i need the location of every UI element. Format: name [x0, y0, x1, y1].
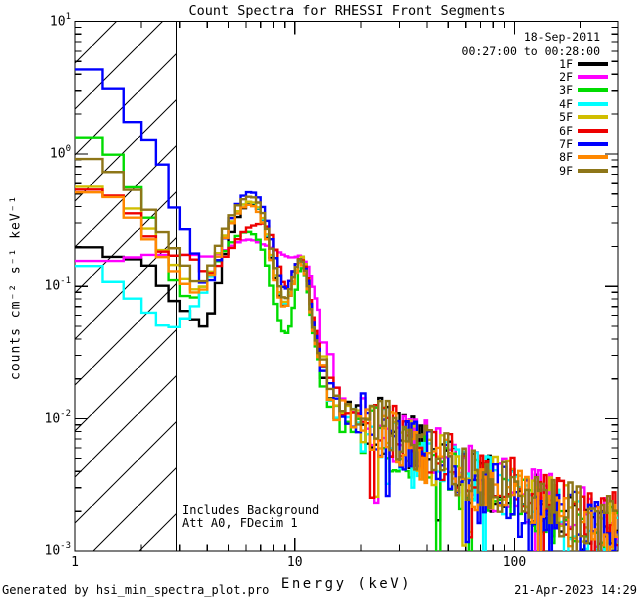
legend-label: 7F: [559, 137, 573, 152]
legend-label: 6F: [559, 123, 573, 138]
legend-datetime: 18-Sep-2011 00:27:00 to 00:28:00: [461, 30, 600, 58]
legend-label: 3F: [559, 83, 573, 98]
legend-label: 4F: [559, 96, 573, 111]
legend-label: 5F: [559, 110, 573, 125]
legend-color-line: [578, 75, 608, 80]
legend-item-2F: 2F: [559, 70, 608, 85]
y-tick-label-1e0: 100: [49, 143, 71, 162]
y-tick-label-1e-3: 10-3: [44, 541, 72, 559]
chart-title: Count Spectra for RHESSI Front Segments: [188, 3, 506, 19]
legend-color-line: [578, 61, 608, 66]
y-tick-label-1e1: 101: [49, 11, 71, 29]
legend-color-line: [578, 101, 608, 106]
y-axis-title: counts cm⁻² s⁻¹ keV⁻¹: [8, 194, 24, 380]
legend-item-5F: 5F: [559, 110, 608, 125]
legend-color-line: [578, 155, 608, 160]
legend-item-1F: 1F: [559, 56, 608, 71]
y-tick-label-1e-2: 10-2: [44, 408, 72, 426]
legend-item-3F: 3F: [559, 83, 608, 98]
legend-color-line: [578, 142, 608, 147]
legend-item-6F: 6F: [559, 123, 608, 138]
legend-item-7F: 7F: [559, 137, 608, 152]
legend-label: 2F: [559, 70, 573, 85]
generator-credit: Generated by hsi_min_spectra_plot.pro: [2, 583, 270, 597]
legend-item-4F: 4F: [559, 96, 608, 111]
x-tick-label-10: 10: [286, 555, 303, 570]
annotation-includes-background: Includes Background: [182, 503, 320, 517]
legend-color-line: [578, 115, 608, 120]
legend-item-9F: 9F: [559, 163, 608, 178]
x-tick-label-100: 100: [502, 555, 527, 570]
legend-label: 1F: [559, 56, 573, 71]
legend-date-line: 18-Sep-2011: [523, 30, 600, 44]
legend-color-line: [578, 168, 608, 173]
legend-label: 9F: [559, 163, 573, 178]
legend-label: 8F: [559, 150, 573, 165]
spectrum-9F: [75, 157, 618, 551]
y-tick-label-1e-1: 10-1: [44, 276, 72, 294]
render-timestamp: 21-Apr-2023 14:29: [514, 583, 637, 597]
legend-color-line: [578, 88, 608, 93]
legend: 1F 2F 3F 4F 5F 6F 7F 8F 9F: [559, 57, 608, 178]
legend-time-range: 00:27:00 to 00:28:00: [461, 43, 600, 58]
legend-color-line: [578, 128, 608, 133]
x-axis-title: Energy (keV): [280, 576, 413, 592]
x-tick-label-1: 1: [71, 555, 79, 570]
annotation-attenuator-state: Att A0, FDecim 1: [182, 515, 298, 530]
legend-item-8F: 8F: [559, 150, 608, 165]
